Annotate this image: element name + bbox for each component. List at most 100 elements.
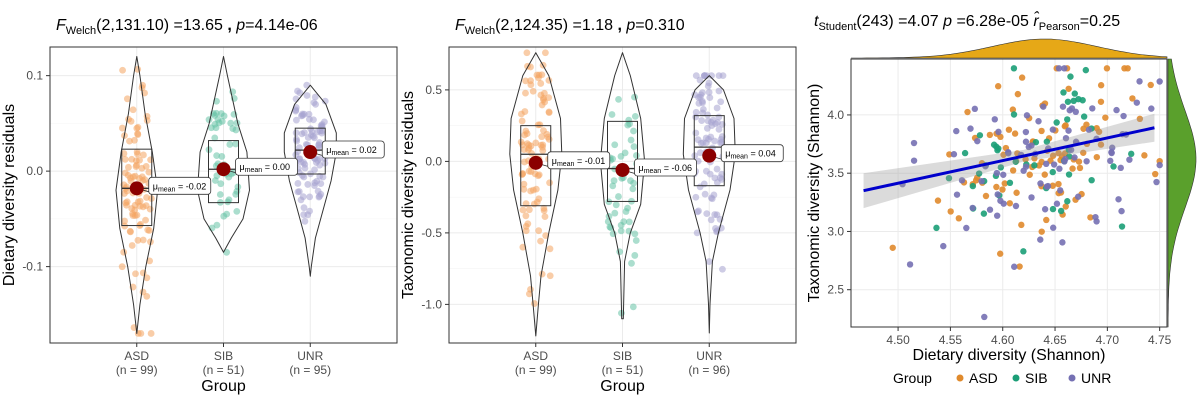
panel-title: FWelch(2,131.10) =13.65 , p=4.14e-06 [56, 17, 318, 37]
data-point [118, 263, 126, 271]
data-point [229, 125, 237, 132]
scatter-point [982, 192, 990, 200]
y-tick-label: 3.5 [827, 166, 844, 180]
data-point [520, 146, 528, 153]
scatter-point [1049, 126, 1057, 133]
scatter-point [1020, 248, 1027, 255]
data-point [537, 141, 545, 149]
data-point [608, 111, 616, 118]
scatter-point [1061, 158, 1068, 165]
data-point [624, 204, 631, 212]
data-point [537, 237, 544, 245]
data-point [142, 216, 149, 224]
data-point [146, 257, 154, 265]
data-point [216, 191, 224, 198]
scatter-point [953, 127, 960, 135]
data-point [713, 104, 721, 112]
confidence-band [863, 113, 1155, 209]
data-point [527, 81, 535, 89]
scatter-point [1067, 146, 1075, 154]
scatter-point [1069, 165, 1076, 172]
data-point [211, 134, 219, 142]
data-point [319, 173, 327, 181]
data-point [707, 118, 715, 126]
data-point [692, 72, 700, 79]
data-point [142, 163, 150, 170]
x-tick-label: 4.65 [1043, 333, 1067, 347]
data-point [546, 272, 554, 280]
scatter-point [1120, 112, 1127, 120]
mean-point [303, 145, 318, 160]
data-point [627, 136, 635, 144]
data-point [307, 125, 315, 133]
data-point [213, 152, 221, 160]
scatter-point [1148, 105, 1155, 112]
data-point [534, 121, 542, 129]
data-point [535, 227, 543, 235]
data-point [698, 117, 706, 124]
violin-panel-2: μmean = -0.01 μmean = -0.06 μmean = 0.04 -1… [400, 17, 797, 395]
scatter-point [1129, 95, 1136, 102]
data-point [692, 193, 700, 201]
mean-label: μmean = 0.02 [326, 145, 376, 157]
data-point [520, 180, 528, 188]
scatter-point [1028, 142, 1035, 149]
data-point [143, 292, 151, 300]
data-point [126, 137, 133, 145]
data-point [212, 109, 220, 117]
scatter-point [991, 116, 998, 123]
scatter-point [975, 170, 983, 177]
data-point [300, 173, 308, 181]
x-tick-label: SIB [613, 349, 632, 363]
data-point [715, 87, 723, 95]
data-point [615, 95, 622, 103]
data-point [300, 204, 308, 212]
data-point [625, 116, 633, 124]
y-tick-label: 4.0 [827, 108, 844, 122]
y-tick-label: 0.0 [26, 164, 43, 178]
scatter-point [1043, 160, 1050, 168]
data-point [719, 72, 727, 79]
x-tick-label: UNR [696, 349, 722, 363]
scatter-point [1055, 149, 1062, 157]
data-point [122, 199, 130, 207]
mean-label: μmean = 0.04 [725, 149, 775, 161]
scatter-point [1038, 228, 1045, 235]
scatter-point [986, 206, 994, 213]
data-point [541, 49, 549, 57]
x-axis-title: Group [201, 378, 246, 395]
scatter-point [971, 105, 979, 113]
scatter-point [1032, 139, 1040, 146]
data-point [541, 213, 549, 221]
scatter-point [1060, 89, 1067, 96]
scatter-point [1037, 236, 1044, 243]
data-point [141, 176, 149, 184]
data-point [706, 170, 714, 178]
scatter-point [997, 164, 1005, 171]
scatter-point [906, 261, 914, 268]
scatter-point [1064, 198, 1071, 205]
scatter-point [1022, 138, 1030, 145]
scatter-point [1133, 99, 1141, 106]
x-tick-label: 4.75 [1148, 333, 1172, 347]
data-point [546, 179, 553, 187]
scatter-point [1068, 105, 1076, 112]
top-marginal-density [851, 38, 1168, 59]
data-point [132, 270, 139, 278]
data-point [630, 143, 638, 151]
x-axis-title: Group [600, 378, 645, 395]
panel-border [850, 58, 1168, 328]
scatter-point [1113, 106, 1120, 114]
data-point [143, 274, 151, 282]
scatter-point [1053, 119, 1060, 126]
scatter-point [1009, 167, 1017, 174]
data-point [610, 177, 618, 185]
scatter-point [980, 210, 988, 217]
data-point [698, 97, 706, 105]
y-tick-label: 0.5 [425, 83, 442, 97]
mean-label: μmean = -0.02 [153, 181, 206, 193]
scatter-point [955, 215, 963, 222]
legend-title: Group [893, 370, 932, 386]
scatter-point [910, 157, 918, 164]
scatter-point [1035, 118, 1042, 125]
